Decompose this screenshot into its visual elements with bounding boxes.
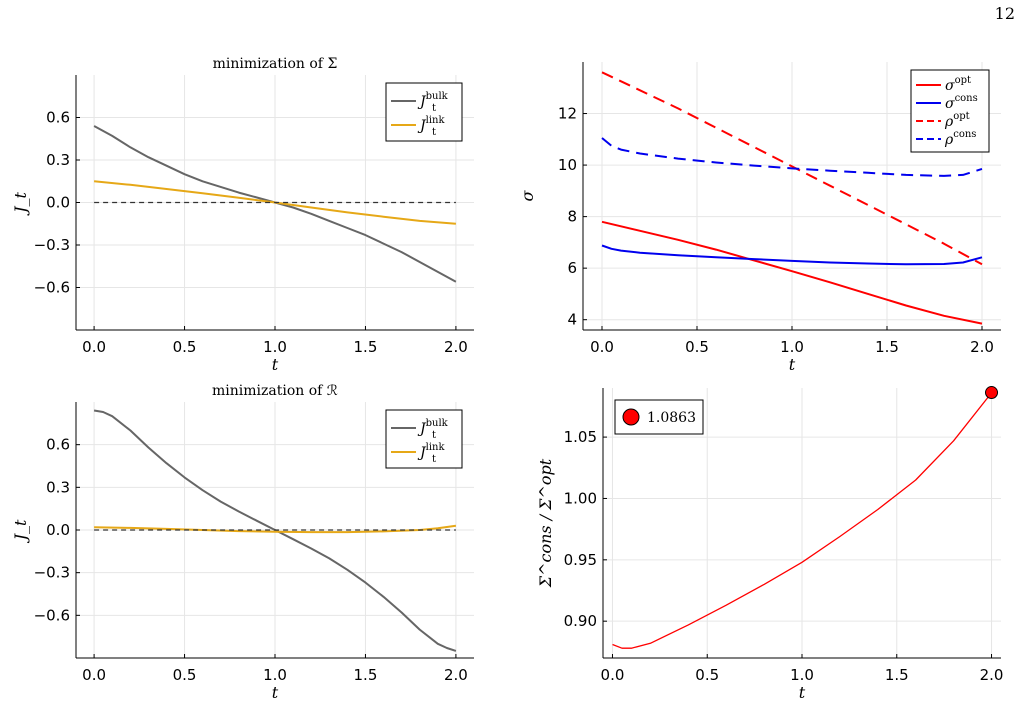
series-line-1 <box>601 244 983 266</box>
x-tick-label: 1.0 <box>780 338 804 356</box>
y-tick-label: −0.3 <box>34 236 70 254</box>
legend-box <box>614 399 704 435</box>
legend-marker <box>622 408 640 426</box>
y-tick-label: 4 <box>567 311 577 329</box>
y-tick-label: 0.0 <box>46 194 70 212</box>
x-tick-label: 0.0 <box>82 338 106 356</box>
y-tick-label: 1.00 <box>564 489 597 507</box>
x-tick-label: 1.5 <box>875 338 899 356</box>
x-tick-label: 2.0 <box>970 338 994 356</box>
y-tick-label: 0.0 <box>46 521 70 539</box>
legend-label: 1.0863 <box>647 410 696 426</box>
series-line-3 <box>601 137 983 177</box>
x-tick-label: 0.5 <box>173 666 197 684</box>
y-tick-label: 0.6 <box>46 436 70 454</box>
y-axis-label: Σ^cons / Σ^opt <box>536 458 555 588</box>
y-tick-label: 1.05 <box>564 428 597 446</box>
chart-p1: 0.0 0.5 1.0 1.5 2.0 −0.6 −0.3 0.0 0.3 0.6 t J_t mini… <box>11 56 474 374</box>
chart-title: minimization of ℛ <box>212 383 338 399</box>
x-tick-label: 1.5 <box>354 666 378 684</box>
x-tick-label: 1.5 <box>354 338 378 356</box>
y-axis-label: σ <box>518 189 537 201</box>
page-number: 12 <box>994 4 1015 23</box>
x-tick-label: 2.0 <box>444 338 468 356</box>
chart-p3: 0.0 0.5 1.0 1.5 2.0 −0.6 −0.3 0.0 0.3 0.6 t J_t mini… <box>11 383 474 702</box>
chart-title: minimization of Σ <box>213 56 338 72</box>
x-tick-label: 1.0 <box>790 666 814 684</box>
y-tick-label: 0.95 <box>564 551 597 569</box>
y-tick-label: 0.3 <box>46 151 70 169</box>
y-axis-label: J_t <box>11 519 30 543</box>
x-tick-label: 1.0 <box>263 338 287 356</box>
series-line-2 <box>601 71 983 266</box>
y-axis-label: J_t <box>11 192 30 216</box>
y-tick-label: 6 <box>567 259 577 277</box>
y-tick-label: 0.3 <box>46 478 70 496</box>
chart-p2: 0.0 0.5 1.0 1.5 2.0 4 6 8 10 12 t σ σoptσconsρoptρco… <box>518 62 1001 374</box>
x-tick-label: 2.0 <box>444 666 468 684</box>
legend-box <box>910 69 990 153</box>
y-tick-label: 0.6 <box>46 109 70 127</box>
x-axis-label: t <box>799 683 806 702</box>
y-tick-label: −0.6 <box>34 279 70 297</box>
y-tick-label: 8 <box>567 208 577 226</box>
chart-p4: 0.0 0.5 1.0 1.5 2.0 0.90 0.95 1.00 1.05 t Σ^cons /… <box>536 386 1004 702</box>
y-tick-label: 12 <box>558 105 577 123</box>
x-axis-label: t <box>272 355 279 374</box>
y-tick-label: 0.90 <box>564 612 597 630</box>
reference-line <box>612 392 993 649</box>
x-tick-label: 1.5 <box>885 666 909 684</box>
y-tick-label: −0.3 <box>34 564 70 582</box>
x-axis-label: t <box>789 355 796 374</box>
legend-box <box>385 82 463 142</box>
x-tick-label: 2.0 <box>980 666 1004 684</box>
x-tick-label: 0.0 <box>590 338 614 356</box>
x-axis-label: t <box>272 683 279 702</box>
x-tick-label: 0.5 <box>173 338 197 356</box>
y-tick-label: −0.6 <box>34 606 70 624</box>
x-tick-label: 0.5 <box>685 338 709 356</box>
legend: 1.0863 <box>614 399 704 435</box>
y-tick-label: 10 <box>558 156 577 174</box>
x-tick-label: 1.0 <box>263 666 287 684</box>
x-tick-label: 0.5 <box>695 666 719 684</box>
x-tick-label: 0.0 <box>82 666 106 684</box>
x-tick-label: 0.0 <box>601 666 625 684</box>
data-point-marker <box>985 386 999 400</box>
series-line-0 <box>601 220 983 325</box>
legend-box <box>385 409 463 469</box>
